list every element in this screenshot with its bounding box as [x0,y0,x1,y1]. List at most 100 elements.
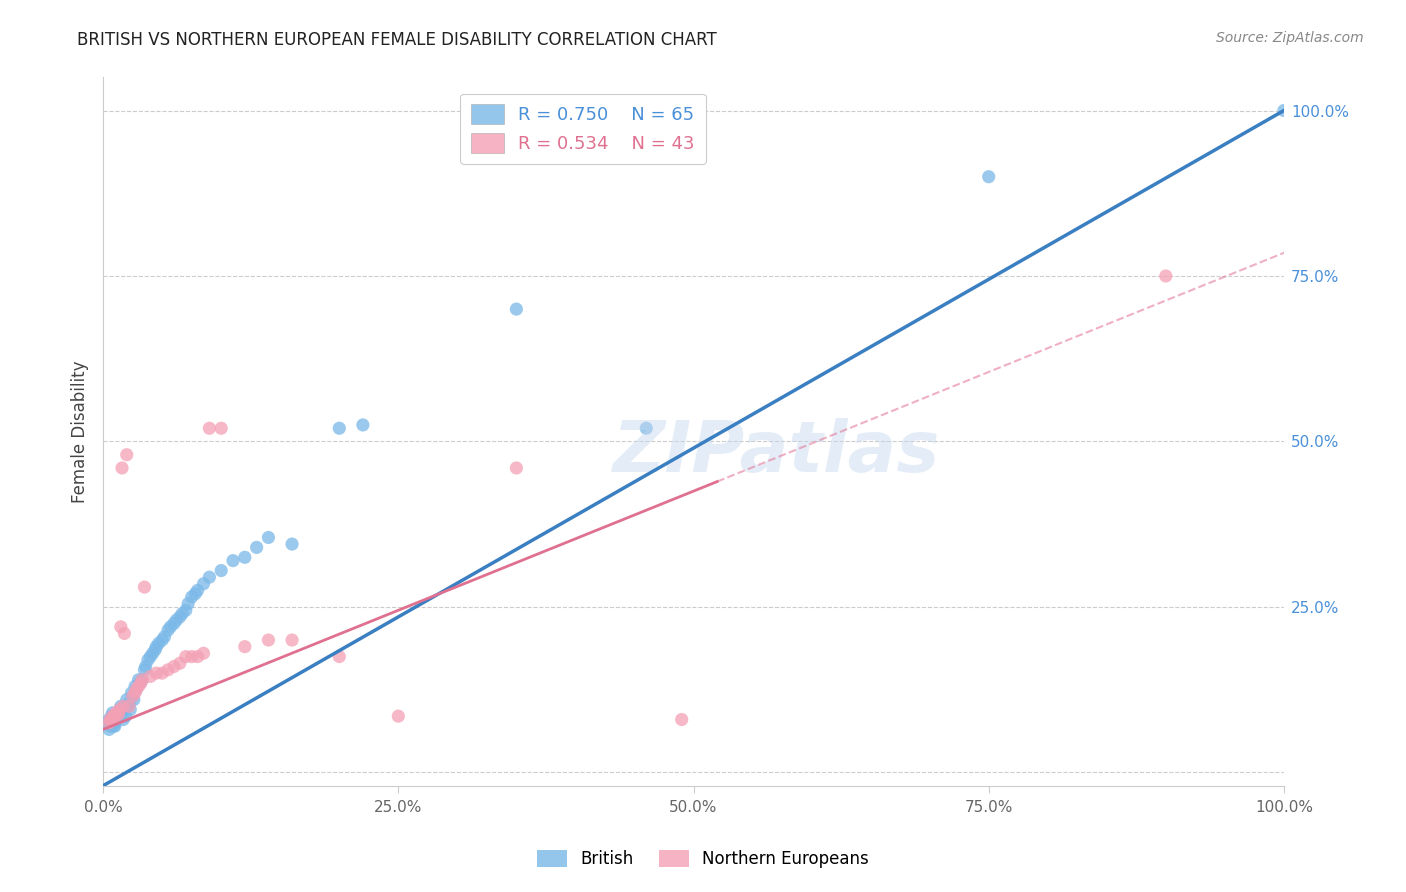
Point [112,699,135,714]
Point [387,709,409,723]
Point [108,702,131,716]
Point [977,169,1000,184]
Point [122,692,145,706]
Point [118,699,141,714]
Point [233,550,256,565]
Point [198,570,221,584]
Point [184,587,207,601]
Point [120,702,142,716]
Point [257,531,280,545]
Point [128,673,150,687]
Point [180,590,202,604]
Point [101,709,124,723]
Point [100,709,122,723]
Point [104,715,127,730]
Point [1154,268,1177,283]
Point [104,719,127,733]
Point [115,448,138,462]
Point [671,713,693,727]
Point [121,686,143,700]
Point [153,630,176,644]
Point [131,673,153,687]
Point [180,649,202,664]
Point [193,646,215,660]
Point [98,713,121,727]
Text: ZIPatlas: ZIPatlas [613,418,939,487]
Point [110,706,132,720]
Point [124,686,146,700]
Point [222,554,245,568]
Point [134,663,156,677]
Text: Source: ZipAtlas.com: Source: ZipAtlas.com [1216,31,1364,45]
Point [112,699,135,714]
Legend: R = 0.750    N = 65, R = 0.534    N = 43: R = 0.750 N = 65, R = 0.534 N = 43 [461,94,706,164]
Point [505,302,527,317]
Point [129,676,152,690]
Point [150,666,173,681]
Point [328,649,350,664]
Point [139,649,162,664]
Point [148,636,170,650]
Point [145,640,167,654]
Point [145,666,167,681]
Point [125,682,148,697]
Point [169,610,191,624]
Point [104,713,127,727]
Point [128,676,150,690]
Point [163,659,186,673]
Point [505,461,527,475]
Point [135,659,157,673]
Point [150,633,173,648]
Point [105,709,128,723]
Point [174,603,197,617]
Point [131,673,153,687]
Point [233,640,256,654]
Point [246,541,269,555]
Point [209,564,232,578]
Point [114,709,136,723]
Point [104,709,127,723]
Point [142,646,165,660]
Point [163,616,186,631]
Point [112,713,135,727]
Point [328,421,350,435]
Point [100,713,122,727]
Point [115,692,138,706]
Point [157,663,180,677]
Point [174,649,197,664]
Point [105,706,128,720]
Point [257,633,280,648]
Point [281,633,304,648]
Point [98,723,121,737]
Point [193,576,215,591]
Point [107,706,129,720]
Point [98,713,121,727]
Point [108,702,131,716]
Point [352,417,374,432]
Point [121,690,143,704]
Point [136,653,159,667]
Point [169,657,191,671]
Point [187,583,209,598]
Point [105,706,128,720]
Legend: British, Northern Europeans: British, Northern Europeans [530,843,876,875]
Point [117,699,139,714]
Point [101,715,124,730]
Point [111,461,134,475]
Point [103,719,125,733]
Point [98,719,121,733]
Point [112,626,135,640]
Point [125,682,148,697]
Point [110,699,132,714]
Point [111,702,134,716]
Point [101,706,124,720]
Point [281,537,304,551]
Point [118,696,141,710]
Point [124,679,146,693]
Point [121,690,143,704]
Point [98,715,121,730]
Point [209,421,232,435]
Point [636,421,658,435]
Point [159,620,181,634]
Point [157,623,180,637]
